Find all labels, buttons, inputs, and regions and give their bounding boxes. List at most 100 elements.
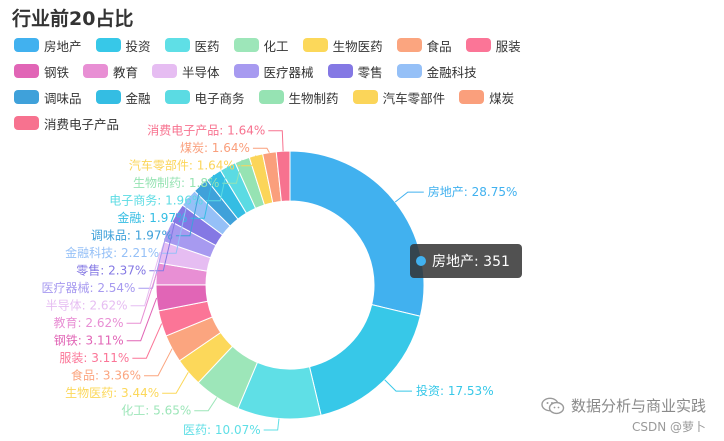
- label-line: [162, 197, 189, 254]
- legend-label: 投资: [125, 38, 151, 54]
- legend-swatch: [14, 116, 39, 130]
- legend-swatch: [14, 64, 39, 78]
- label-line: [162, 371, 189, 394]
- label-line: [252, 147, 270, 153]
- legend-item[interactable]: 半导体: [152, 62, 220, 81]
- label-line: [138, 231, 168, 289]
- legend-label: 食品: [426, 38, 452, 54]
- wechat-icon: [541, 397, 565, 414]
- legend-item[interactable]: 生物制药: [258, 88, 339, 107]
- legend-swatch: [233, 64, 259, 78]
- label-line: [268, 130, 284, 152]
- slice-label: 房地产: 28.75%: [428, 184, 518, 199]
- legend-swatch: [164, 90, 190, 104]
- slice-label: 生物医药: 3.44%: [65, 386, 159, 400]
- label-line: [194, 397, 218, 412]
- legend-label: 金融: [125, 90, 151, 106]
- legend-label: 化工: [263, 38, 289, 54]
- label-line: [190, 174, 215, 219]
- legend-swatch: [233, 38, 259, 52]
- legend-label: 电子商务: [194, 90, 245, 106]
- legend-label: 生物医药: [332, 38, 383, 54]
- legend-label: 消费电子产品: [44, 116, 120, 132]
- label-line: [132, 323, 163, 359]
- chart-tooltip: 房地产: 351: [410, 244, 522, 278]
- legend-label: 煤炭: [489, 90, 515, 106]
- chart-legend: 房地产 投资 医药 化工 生物医药 食品 服装钢铁 教育 半导体 医疗器械 零售 金融科技调味品 金融 电…: [14, 32, 714, 136]
- slice-label: 零售: 2.37%: [76, 263, 146, 278]
- legend-item[interactable]: 汽车零部件: [352, 88, 446, 107]
- legend-label: 医疗器械: [263, 64, 314, 80]
- legend-item[interactable]: 房地产: [14, 36, 82, 55]
- legend-swatch: [95, 90, 121, 104]
- label-line: [144, 348, 173, 377]
- watermark-brand: 数据分析与商业实践: [541, 395, 706, 416]
- label-line: [126, 297, 158, 342]
- slice-label: 汽车零部件: 1.64%: [129, 158, 235, 173]
- label-line: [149, 213, 178, 272]
- pie-slice[interactable]: [308, 303, 421, 416]
- slice-label: 化工: 5.65%: [121, 404, 191, 418]
- watermark-csdn: CSDN @萝卜: [631, 420, 706, 434]
- legend-label: 房地产: [44, 38, 82, 54]
- legend-item[interactable]: 调味品: [14, 88, 82, 107]
- label-line: [222, 159, 243, 184]
- legend-item[interactable]: 投资: [95, 36, 151, 55]
- legend-swatch: [258, 90, 284, 104]
- legend-swatch: [396, 64, 422, 78]
- slice-label: 生物制药: 1.8%: [133, 176, 219, 190]
- legend-label: 教育: [113, 64, 139, 80]
- slice-label: 消费电子产品: 1.64%: [147, 124, 265, 138]
- legend-item[interactable]: 消费电子产品: [14, 114, 119, 133]
- slice-label: 服装: 3.11%: [59, 351, 129, 365]
- legend-item[interactable]: 金融科技: [396, 62, 477, 81]
- legend-item[interactable]: 电子商务: [164, 88, 245, 107]
- legend-swatch: [14, 38, 39, 52]
- legend-label: 钢铁: [44, 64, 70, 80]
- legend-item[interactable]: 教育: [83, 62, 138, 81]
- legend-item[interactable]: 钢铁: [14, 62, 69, 81]
- legend-label: 汽车零部件: [382, 90, 446, 106]
- slice-label: 金融: 1.97%: [117, 210, 187, 225]
- legend-label: 金融科技: [426, 64, 477, 80]
- legend-item[interactable]: 食品: [396, 36, 452, 55]
- label-line: [175, 185, 202, 237]
- legend-item[interactable]: 煤炭: [459, 88, 514, 107]
- watermark-brand-text: 数据分析与商业实践: [570, 397, 706, 415]
- legend-swatch: [465, 38, 491, 52]
- legend-swatch: [164, 38, 190, 52]
- legend-swatch: [459, 90, 485, 104]
- legend-swatch: [95, 38, 121, 52]
- legend-swatch: [83, 64, 109, 78]
- legend-item[interactable]: 医药: [164, 36, 220, 55]
- legend-item[interactable]: 金融: [95, 88, 151, 107]
- slice-label: 医药: 10.07%: [183, 423, 261, 437]
- slice-label: 金融科技: 2.21%: [65, 245, 159, 260]
- label-line: [263, 418, 280, 431]
- label-line: [206, 166, 229, 202]
- legend-item[interactable]: 服装: [465, 36, 521, 55]
- slice-label: 电子商务: 1.96%: [109, 193, 203, 208]
- pie-slice[interactable]: [275, 150, 291, 202]
- slice-label: 教育: 2.62%: [54, 315, 124, 330]
- watermark: 数据分析与商业实践 CSDN @萝卜: [541, 395, 706, 435]
- slice-label: 医疗器械: 2.54%: [41, 280, 135, 295]
- slice-label: 半导体: 2.62%: [46, 299, 128, 313]
- legend-item[interactable]: 化工: [233, 36, 289, 55]
- slice-label: 调味品: 1.97%: [91, 229, 173, 243]
- legend-swatch: [152, 64, 178, 78]
- legend-label: 半导体: [182, 64, 220, 80]
- pie-slice[interactable]: [289, 150, 425, 317]
- legend-swatch: [327, 64, 353, 78]
- legend-swatch: [352, 90, 378, 104]
- tooltip-marker: [416, 256, 426, 266]
- label-line: [130, 251, 161, 307]
- slice-label: 食品: 3.36%: [71, 368, 141, 383]
- slice-label: 钢铁: 3.11%: [54, 334, 124, 348]
- legend-item[interactable]: 零售: [327, 62, 383, 81]
- label-line: [384, 379, 412, 392]
- slice-label: 投资: 17.53%: [416, 383, 494, 398]
- legend-item[interactable]: 医疗器械: [233, 62, 314, 81]
- legend-item[interactable]: 生物医药: [302, 36, 383, 55]
